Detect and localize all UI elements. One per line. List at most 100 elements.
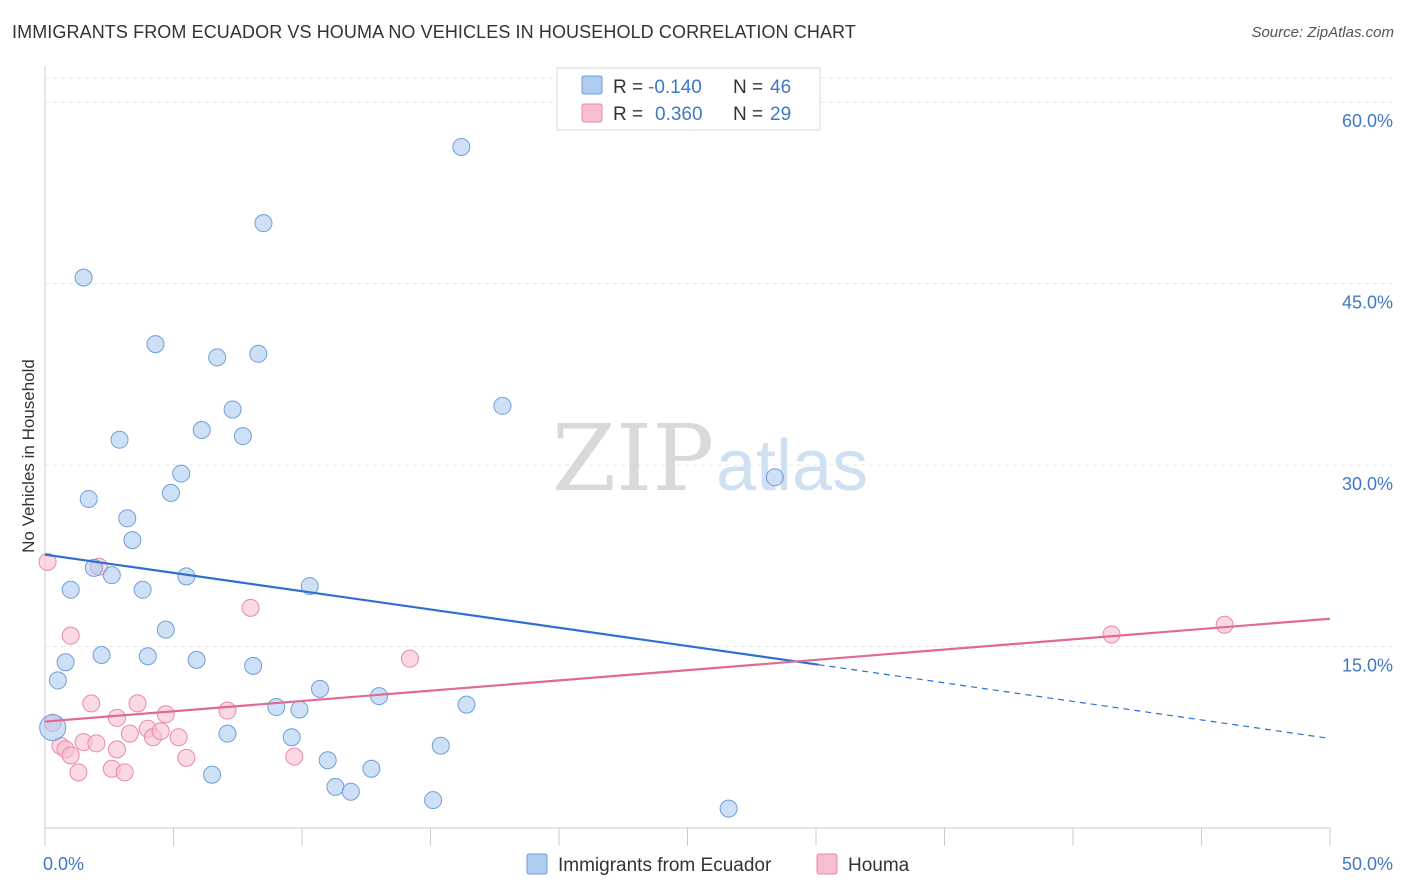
ecuador-point-24 [223, 400, 242, 419]
ecuador-point-34 [318, 751, 337, 770]
houma-trend-line [44, 617, 1331, 723]
ecuador-point-11 [123, 531, 142, 550]
stats-r-label-0: R = [613, 77, 643, 98]
houma-points [38, 552, 1234, 782]
houma-point-25 [1215, 615, 1234, 634]
ecuador-point-17 [172, 464, 191, 483]
stats-n-label-0: N = [733, 77, 763, 98]
ecuador-point-27 [249, 344, 268, 363]
ecuador-point-6 [84, 558, 103, 577]
ecuador-point-29 [267, 698, 286, 717]
watermark-zip: ZIP [552, 405, 714, 512]
ecuador-point-31 [290, 700, 309, 719]
houma-point-17 [156, 705, 175, 724]
houma-point-19 [177, 748, 196, 767]
grid-lines [45, 77, 1392, 648]
houma-point-13 [128, 694, 147, 713]
houma-point-20 [218, 701, 237, 720]
stats-legend-swatch-pink [581, 103, 603, 123]
stats-n-value-0: 46 [770, 77, 791, 98]
legend-label-houma: Houma [848, 855, 910, 876]
houma-point-6 [82, 694, 101, 713]
x-tick-label-1: 50.0% [1342, 854, 1393, 874]
y-tick-label-2: 45.0% [1342, 293, 1393, 313]
ecuador-point-3 [61, 580, 80, 599]
houma-point-18 [169, 728, 188, 747]
x-tick-labels: 0.0% 50.0% [43, 854, 1393, 874]
y-tick-label-1: 30.0% [1342, 474, 1393, 494]
ecuador-point-25 [233, 427, 252, 446]
ecuador-point-2 [56, 653, 75, 672]
watermark-atlas: atlas [716, 426, 868, 506]
ecuador-point-20 [192, 421, 211, 440]
legend-swatch-houma [816, 853, 838, 875]
stats-r-value-1: 0.360 [655, 104, 703, 125]
houma-point-7 [87, 734, 106, 753]
ecuador-point-39 [424, 791, 443, 810]
houma-point-21 [241, 598, 260, 617]
axes [44, 66, 1331, 846]
ecuador-point-43 [493, 396, 512, 415]
legend-label-ecuador: Immigrants from Ecuador [558, 855, 772, 876]
ecuador-point-41 [452, 137, 471, 156]
legend-swatch-ecuador [526, 853, 548, 875]
ecuador-point-8 [102, 566, 121, 585]
series-legend: Immigrants from Ecuador Houma [526, 853, 910, 876]
ecuador-point-5 [79, 489, 98, 508]
houma-point-12 [120, 724, 139, 743]
houma-point-11 [115, 763, 134, 782]
houma-point-16 [151, 722, 170, 741]
ecuador-point-19 [187, 650, 206, 669]
ecuador-point-9 [110, 430, 129, 449]
ecuador-point-28 [254, 214, 273, 233]
ecuador-trend-line [44, 553, 819, 666]
ecuador-point-42 [457, 695, 476, 714]
y-tick-labels: 15.0% 30.0% 45.0% 60.0% [1342, 111, 1393, 675]
y-axis-label: No Vehicles in Household [19, 359, 38, 553]
houma-point-10 [107, 708, 126, 727]
x-tick-label-0: 0.0% [43, 854, 84, 874]
ecuador-point-22 [208, 348, 227, 367]
ecuador-point-40 [431, 736, 450, 755]
ecuador-point-26 [244, 656, 263, 675]
houma-point-4 [69, 763, 88, 782]
stats-legend: R = -0.140 N = 46 R = 0.360 N = 29 [556, 67, 821, 131]
source-credit: Source: ZipAtlas.com [1251, 24, 1394, 41]
ecuador-point-14 [146, 335, 165, 354]
houma-point-24 [1102, 625, 1121, 644]
watermark: ZIP atlas [552, 405, 868, 512]
ecuador-trend-extension [818, 664, 1331, 740]
ecuador-point-7 [92, 646, 111, 665]
ecuador-point-23 [218, 724, 237, 743]
trend-lines [44, 553, 1331, 740]
houma-point-23 [400, 649, 419, 668]
ecuador-point-37 [362, 759, 381, 778]
ecuador-point-10 [118, 509, 137, 528]
houma-point-28 [61, 746, 80, 765]
stats-n-label-1: N = [733, 104, 763, 125]
ecuador-point-4 [74, 268, 93, 287]
houma-point-22 [285, 747, 304, 766]
ecuador-points [39, 137, 784, 818]
ecuador-point-0 [39, 714, 67, 742]
stats-r-label-1: R = [613, 104, 643, 125]
houma-point-27 [107, 740, 126, 759]
stats-legend-swatch-blue [581, 75, 603, 95]
ecuador-point-15 [156, 620, 175, 639]
ecuador-point-35 [326, 777, 345, 796]
ecuador-point-32 [300, 577, 319, 596]
ecuador-point-44 [719, 799, 738, 818]
houma-point-3 [61, 626, 80, 645]
ecuador-point-12 [133, 580, 152, 599]
ecuador-point-13 [138, 647, 157, 666]
y-tick-label-0: 15.0% [1342, 656, 1393, 676]
ecuador-point-36 [341, 782, 360, 801]
houma-point-0 [38, 552, 57, 571]
y-tick-label-3: 60.0% [1342, 111, 1393, 131]
chart-title: IMMIGRANTS FROM ECUADOR VS HOUMA NO VEHI… [12, 22, 856, 42]
ecuador-point-33 [310, 679, 329, 698]
stats-r-value-0: -0.140 [648, 77, 702, 98]
ecuador-point-16 [161, 483, 180, 502]
ecuador-point-21 [203, 765, 222, 784]
